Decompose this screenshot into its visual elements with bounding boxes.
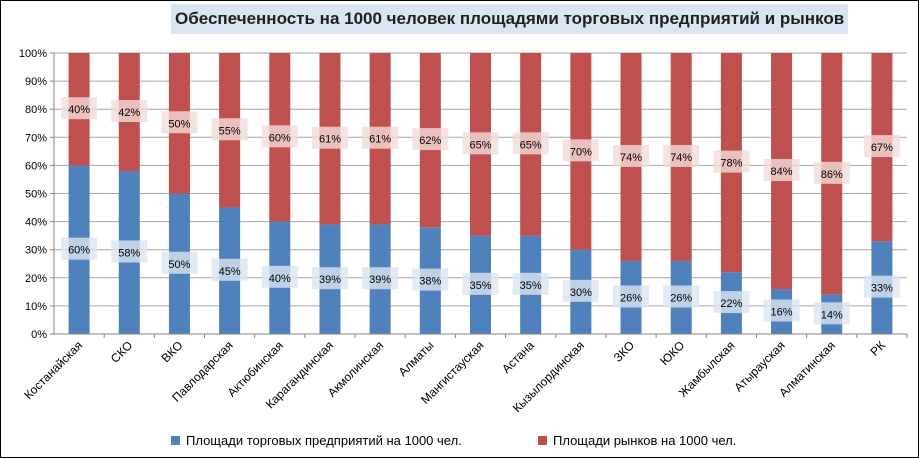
data-label-box <box>763 159 800 182</box>
data-label-box <box>663 285 700 308</box>
y-tick-label: 10% <box>25 301 47 313</box>
data-label-box <box>813 161 850 184</box>
category-label: ЮКО <box>657 338 687 368</box>
data-label-box <box>161 111 198 134</box>
data-label-box <box>613 285 650 308</box>
data-label-box <box>813 302 850 325</box>
data-label-box <box>462 272 499 295</box>
category-label: Костанайская <box>21 338 85 402</box>
data-label: 65% <box>520 139 542 151</box>
data-label-box <box>311 126 348 149</box>
legend-item-trade: Площади торговых предприятий на 1000 чел… <box>171 433 462 448</box>
category-label: СКО <box>108 338 135 365</box>
data-label: 65% <box>469 139 491 151</box>
data-label-box <box>412 268 449 291</box>
data-label: 74% <box>670 152 692 164</box>
y-tick-label: 90% <box>25 76 47 88</box>
data-label: 16% <box>771 307 793 319</box>
data-label-box <box>613 144 650 167</box>
data-label: 42% <box>118 107 140 119</box>
data-label: 62% <box>419 135 441 147</box>
chart-legend: Площади торговых предприятий на 1000 чел… <box>0 432 919 452</box>
data-label-box <box>562 279 599 302</box>
data-label: 50% <box>168 259 190 271</box>
legend-swatch-markets <box>538 436 547 445</box>
legend-swatch-trade <box>171 436 180 445</box>
data-label: 38% <box>419 276 441 288</box>
data-label: 60% <box>68 245 90 257</box>
data-label: 61% <box>369 134 391 146</box>
data-label-box <box>211 118 248 141</box>
data-label-box <box>863 275 900 298</box>
data-label: 58% <box>118 248 140 260</box>
category-label: ВКО <box>159 338 186 365</box>
legend-label-trade: Площади торговых предприятий на 1000 чел… <box>186 433 462 448</box>
data-label-box <box>863 135 900 158</box>
category-label: Астана <box>499 338 537 376</box>
data-label-box <box>713 291 750 314</box>
data-label-box <box>362 126 399 149</box>
data-label: 67% <box>871 142 893 154</box>
data-label: 40% <box>269 273 291 285</box>
data-label-box <box>261 125 298 148</box>
data-label: 74% <box>620 152 642 164</box>
data-label-box <box>161 251 198 274</box>
legend-label-markets: Площади рынков на 1000 чел. <box>553 433 737 448</box>
data-label-box <box>111 240 148 263</box>
y-tick-label: 40% <box>25 217 47 229</box>
data-label: 86% <box>821 169 843 181</box>
data-label: 35% <box>520 280 542 292</box>
data-label-box <box>261 265 298 288</box>
data-label: 61% <box>319 134 341 146</box>
data-label: 40% <box>68 104 90 116</box>
y-tick-label: 70% <box>25 132 47 144</box>
y-tick-label: 0% <box>31 329 47 341</box>
y-tick-label: 50% <box>25 189 47 201</box>
data-label-box <box>713 150 750 173</box>
data-label-box <box>512 272 549 295</box>
data-label-box <box>211 258 248 281</box>
data-label: 45% <box>219 266 241 278</box>
data-label: 78% <box>720 158 742 170</box>
data-label-box <box>311 267 348 290</box>
category-label: Алматы <box>396 338 437 379</box>
y-tick-label: 80% <box>25 104 47 116</box>
data-label-box <box>362 267 399 290</box>
data-label: 22% <box>720 298 742 310</box>
data-label-box <box>512 132 549 155</box>
data-label: 84% <box>771 166 793 178</box>
data-label: 35% <box>469 280 491 292</box>
y-tick-label: 60% <box>25 160 47 172</box>
data-label: 26% <box>620 292 642 304</box>
y-tick-label: 30% <box>25 245 47 257</box>
data-label: 39% <box>369 274 391 286</box>
data-label-box <box>763 299 800 322</box>
data-label: 14% <box>821 309 843 321</box>
y-tick-label: 20% <box>25 273 47 285</box>
data-label: 55% <box>219 125 241 137</box>
data-label: 30% <box>570 287 592 299</box>
category-label: ЗКО <box>611 338 637 364</box>
data-label-box <box>562 139 599 162</box>
data-label-box <box>61 237 98 260</box>
y-tick-label: 100% <box>19 48 47 60</box>
data-label-box <box>462 132 499 155</box>
data-label: 39% <box>319 274 341 286</box>
data-label: 60% <box>269 132 291 144</box>
data-label-box <box>663 144 700 167</box>
data-label: 26% <box>670 292 692 304</box>
data-label-box <box>412 128 449 151</box>
chart-title: Обеспеченность на 1000 человек площадями… <box>171 4 849 34</box>
data-label-box <box>111 100 148 123</box>
legend-item-markets: Площади рынков на 1000 чел. <box>538 433 736 448</box>
data-label: 70% <box>570 146 592 158</box>
data-label-box <box>61 97 98 120</box>
data-label: 50% <box>168 118 190 130</box>
data-label: 33% <box>871 283 893 295</box>
category-label: РК <box>868 338 889 359</box>
